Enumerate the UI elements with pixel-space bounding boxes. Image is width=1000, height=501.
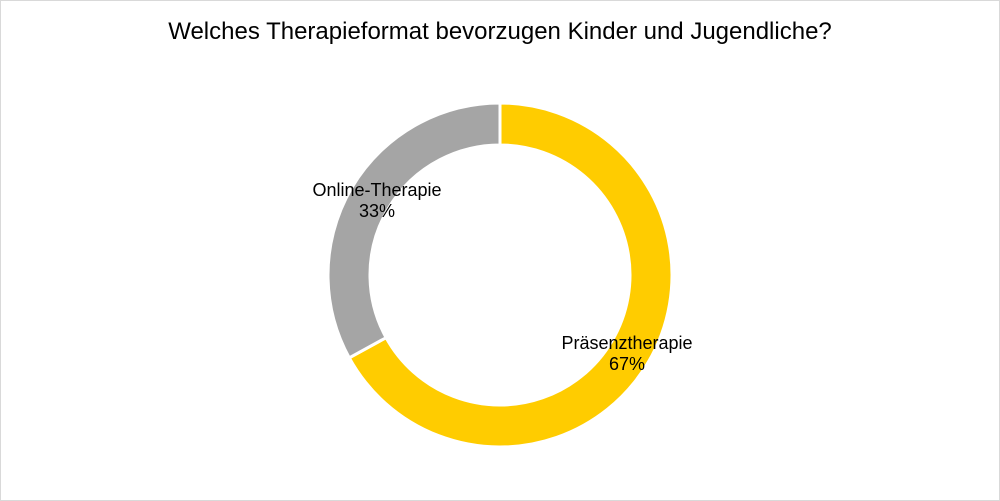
chart-title: Welches Therapieformat bevorzugen Kinder…	[168, 18, 832, 45]
doughnut-ring	[326, 101, 674, 449]
slice-pr-senztherapie	[347, 101, 674, 449]
slice-online-therapie	[326, 101, 502, 360]
data-label-praesenz-name: Präsenztherapie	[561, 333, 693, 353]
data-label-online-value: 33%	[358, 201, 396, 221]
data-label-praesenz-value: 67%	[608, 354, 646, 374]
data-label-praesenz: Präsenztherapie 67%	[537, 333, 717, 375]
data-label-online-name: Online-Therapie	[312, 180, 442, 200]
data-label-online: Online-Therapie 33%	[287, 180, 467, 222]
